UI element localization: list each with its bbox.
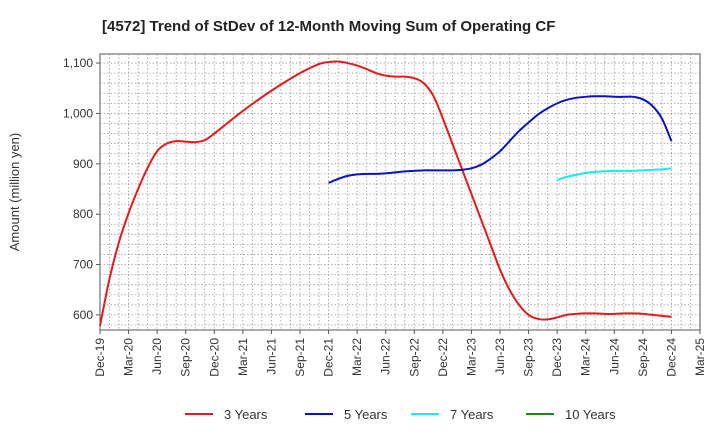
legend-label: 10 Years bbox=[565, 407, 616, 422]
x-tick-label: Jun-22 bbox=[379, 338, 393, 375]
x-tick-label: Jun-21 bbox=[264, 338, 278, 375]
x-tick-label: Mar-20 bbox=[122, 338, 136, 376]
x-tick-label: Dec-24 bbox=[664, 338, 678, 377]
y-tick-label: 1,000 bbox=[63, 106, 93, 120]
x-tick-label: Dec-23 bbox=[550, 338, 564, 377]
series-line-3-years bbox=[99, 60, 672, 327]
x-tick-label: Mar-21 bbox=[236, 338, 250, 376]
y-tick-label: 700 bbox=[73, 258, 93, 272]
x-tick-label: Sep-24 bbox=[636, 338, 650, 377]
y-axis: 600 700 800 900 1,000 1,100 bbox=[63, 56, 100, 322]
x-tick-label: Dec-20 bbox=[207, 338, 221, 377]
series-line-7-years bbox=[556, 167, 672, 181]
series-line-5-years bbox=[328, 95, 673, 184]
legend-label: 5 Years bbox=[344, 407, 388, 422]
x-tick-label: Mar-24 bbox=[579, 338, 593, 376]
y-tick-label: 800 bbox=[73, 207, 93, 221]
x-tick-label: Jun-24 bbox=[607, 338, 621, 375]
x-tick-label: Sep-23 bbox=[522, 338, 536, 377]
plot-area bbox=[99, 53, 701, 331]
legend: 3 Years 5 Years 7 Years 10 Years bbox=[185, 407, 616, 422]
x-tick-label: Mar-23 bbox=[464, 338, 478, 376]
series-lines bbox=[99, 60, 673, 327]
y-tick-label: 1,100 bbox=[63, 56, 93, 70]
x-axis: Dec-19 Mar-20 Jun-20 Sep-20 Dec-20 Mar-21 Jun-… bbox=[93, 330, 707, 377]
x-tick-label: Sep-22 bbox=[407, 338, 421, 377]
y-tick-label: 900 bbox=[73, 157, 93, 171]
x-tick-label: Sep-21 bbox=[293, 338, 307, 377]
y-tick-label: 600 bbox=[73, 308, 93, 322]
x-tick-label: Dec-21 bbox=[322, 338, 336, 377]
legend-label: 7 Years bbox=[450, 407, 494, 422]
x-tick-label: Jun-20 bbox=[150, 338, 164, 375]
grid bbox=[100, 54, 700, 330]
y-axis-label: Amount (million yen) bbox=[7, 133, 22, 252]
legend-label: 3 Years bbox=[224, 407, 268, 422]
x-tick-label: Mar-25 bbox=[693, 338, 707, 376]
x-tick-label: Sep-20 bbox=[179, 338, 193, 377]
chart-title: [4572] Trend of StDev of 12-Month Moving… bbox=[102, 18, 555, 35]
x-tick-label: Dec-22 bbox=[436, 338, 450, 377]
x-tick-label: Mar-22 bbox=[350, 338, 364, 376]
x-tick-label: Dec-19 bbox=[93, 338, 107, 377]
x-tick-label: Jun-23 bbox=[493, 338, 507, 375]
